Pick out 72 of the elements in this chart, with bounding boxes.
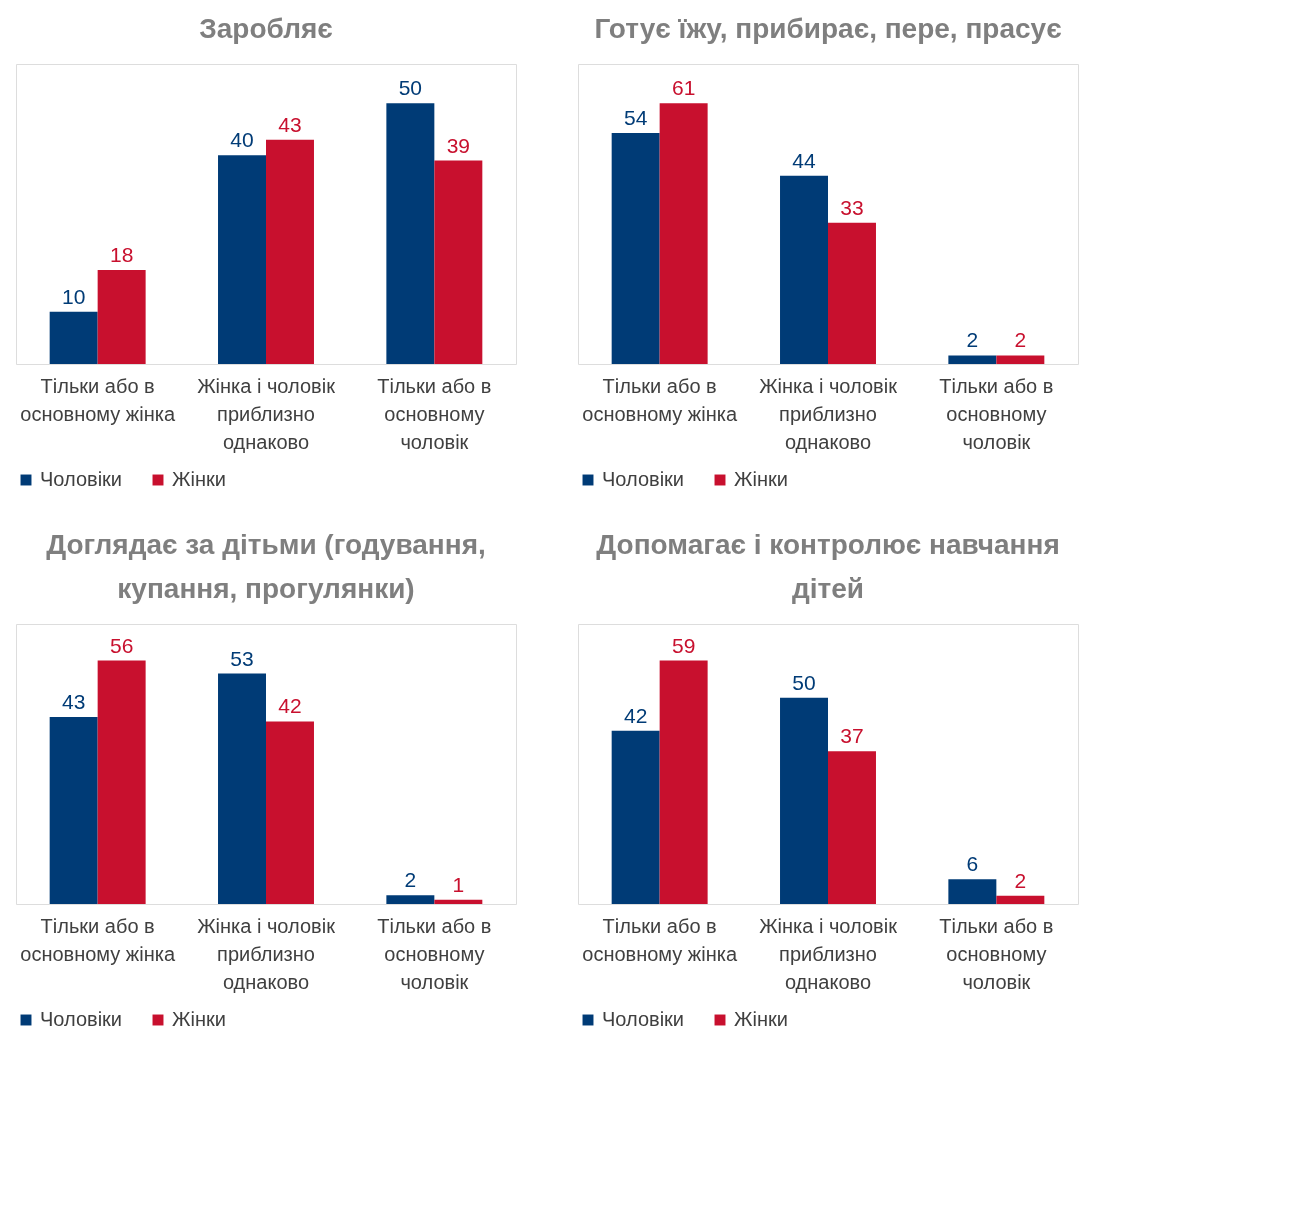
data-label: 2 (404, 868, 417, 892)
legend-label: Жінки (172, 468, 226, 490)
bar (386, 895, 435, 904)
chart-title: Готує їжу, прибирає, пере, прасує (594, 13, 1062, 44)
bar (266, 721, 314, 904)
legend-label: Чоловіки (40, 1008, 123, 1030)
data-label: 50 (792, 670, 816, 694)
legend-label: Жінки (734, 468, 788, 490)
bar (49, 717, 98, 904)
data-label: 59 (671, 633, 696, 657)
legend-label: Жінки (172, 1008, 226, 1030)
x-tick-label: Тільки або в основному чоловік (377, 374, 492, 453)
bar (218, 673, 266, 904)
x-tick-label: Тільки або в основному чоловік (939, 374, 1054, 453)
data-label: 2 (1014, 868, 1027, 892)
bar (996, 355, 1045, 364)
legend-label: Чоловіки (40, 468, 123, 490)
data-label: 42 (278, 694, 302, 718)
data-label: 18 (109, 243, 134, 267)
chart-title: Допомагає і контролює навчання дітей (596, 529, 1060, 604)
bar (780, 697, 828, 904)
bar (218, 155, 266, 364)
bar (49, 311, 98, 364)
x-tick-label: Тільки або в основному чоловік (939, 914, 1054, 993)
x-tick-label: Жінка і чоловік приблизно однаково (759, 914, 898, 993)
x-tick-label: Тільки або в основному жінка (582, 374, 738, 425)
data-label: 53 (230, 646, 254, 670)
data-label: 44 (792, 148, 817, 172)
data-label: 40 (230, 128, 254, 152)
bar (434, 160, 483, 364)
bar (948, 355, 997, 364)
bar (996, 895, 1045, 904)
chart-title: Заробляє (199, 13, 333, 44)
data-label: 2 (1014, 328, 1027, 352)
bar (611, 730, 660, 904)
bar (828, 751, 876, 904)
bar (434, 899, 483, 904)
data-label: 42 (623, 703, 648, 727)
x-tick-label: Жінка і чоловік приблизно однаково (197, 374, 336, 453)
bar (780, 175, 828, 364)
bar (611, 133, 660, 364)
bar (828, 222, 876, 364)
chart-title: Доглядає за дітьми (годування, купання, прогулянки) (46, 529, 486, 604)
bar (266, 139, 314, 364)
bar (659, 660, 708, 904)
bar (97, 270, 146, 364)
data-label: 39 (446, 133, 471, 157)
data-label: 56 (109, 633, 134, 657)
x-tick-label: Тільки або в основному чоловік (377, 914, 492, 993)
bar (97, 660, 146, 904)
data-label: 61 (671, 76, 696, 100)
data-label: 43 (278, 112, 302, 136)
legend-label: Чоловіки (602, 1008, 685, 1030)
bar (948, 879, 997, 904)
data-label: 10 (61, 284, 86, 308)
bar (659, 103, 708, 364)
data-label: 2 (966, 328, 979, 352)
data-label: 37 (840, 724, 864, 748)
data-label: 54 (623, 106, 648, 130)
x-tick-label: Жінка і чоловік приблизно однаково (197, 914, 336, 993)
data-label: 33 (840, 195, 864, 219)
bar (386, 103, 435, 364)
data-label: 1 (452, 872, 465, 896)
x-tick-label: Тільки або в основному жінка (20, 914, 176, 965)
data-label: 43 (61, 690, 86, 714)
x-tick-label: Жінка і чоловік приблизно однаково (759, 374, 898, 453)
legend-label: Чоловіки (602, 468, 685, 490)
legend-label: Жінки (734, 1008, 788, 1030)
x-tick-label: Тільки або в основному жінка (20, 374, 176, 425)
data-label: 50 (398, 76, 423, 100)
data-label: 6 (966, 852, 979, 876)
x-tick-label: Тільки або в основному жінка (582, 914, 738, 965)
